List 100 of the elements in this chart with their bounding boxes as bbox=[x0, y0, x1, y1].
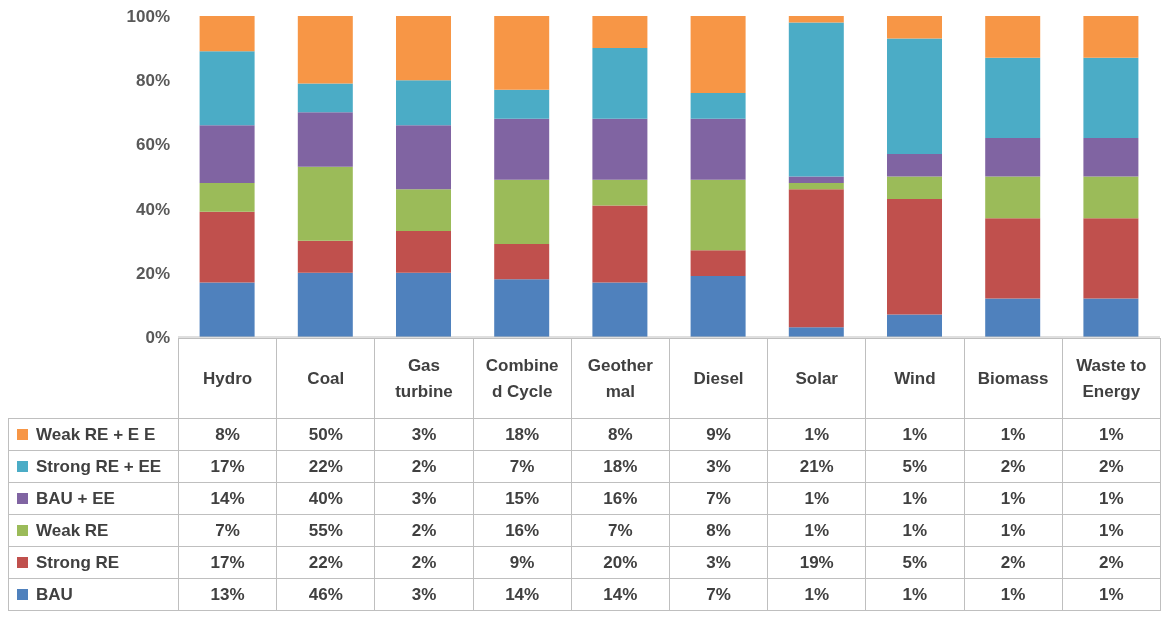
x-tick-label: Solar bbox=[767, 338, 866, 419]
text: 2% bbox=[1062, 546, 1161, 579]
bar bbox=[1083, 298, 1139, 337]
bar bbox=[592, 16, 648, 49]
bar bbox=[690, 118, 746, 180]
bar bbox=[494, 118, 550, 180]
text: 2% bbox=[374, 450, 474, 483]
text: 3% bbox=[669, 450, 768, 483]
text: 1% bbox=[865, 578, 964, 611]
bar bbox=[199, 211, 255, 283]
text: 1% bbox=[1062, 418, 1161, 451]
text: 15% bbox=[473, 482, 572, 515]
text: 14% bbox=[178, 482, 277, 515]
text: 13% bbox=[178, 578, 277, 611]
bar bbox=[985, 16, 1041, 58]
legend-label: BAU + EE bbox=[8, 482, 179, 515]
text: 5% bbox=[865, 450, 964, 483]
text: 17% bbox=[178, 546, 277, 579]
bar bbox=[1083, 57, 1139, 138]
text: 3% bbox=[374, 418, 474, 451]
text: 7% bbox=[669, 578, 768, 611]
x-tick-label: Biomass bbox=[964, 338, 1063, 419]
text: 14% bbox=[571, 578, 670, 611]
bar bbox=[887, 154, 942, 177]
text: 7% bbox=[571, 514, 670, 547]
text: 7% bbox=[473, 450, 572, 483]
text: 2% bbox=[374, 546, 474, 579]
bar bbox=[887, 314, 942, 337]
bar bbox=[985, 176, 1041, 219]
bar bbox=[199, 282, 255, 337]
bar bbox=[592, 282, 648, 337]
y-tick-label: 0% bbox=[145, 328, 170, 348]
bar bbox=[788, 22, 844, 177]
bar bbox=[1083, 16, 1139, 58]
x-tick-label: Geothermal bbox=[571, 338, 670, 419]
bar bbox=[788, 327, 844, 337]
text: 19% bbox=[767, 546, 866, 579]
text: 1% bbox=[865, 482, 964, 515]
y-tick-label: 60% bbox=[135, 135, 170, 155]
text: 1% bbox=[865, 514, 964, 547]
text: 18% bbox=[571, 450, 670, 483]
text: 7% bbox=[669, 482, 768, 515]
bar bbox=[297, 272, 353, 337]
bar bbox=[494, 16, 550, 90]
bar bbox=[788, 189, 844, 328]
text: 7% bbox=[178, 514, 277, 547]
bar bbox=[396, 231, 451, 273]
bar bbox=[592, 179, 648, 206]
bar bbox=[199, 125, 255, 183]
text: 2% bbox=[374, 514, 474, 547]
text: 22% bbox=[276, 450, 375, 483]
text: 14% bbox=[473, 578, 572, 611]
bar bbox=[494, 179, 550, 244]
text: 1% bbox=[964, 418, 1063, 451]
bar bbox=[985, 218, 1041, 299]
x-tick-label: Hydro bbox=[178, 338, 277, 419]
legend-label: Strong RE + EE bbox=[8, 450, 179, 483]
text: 2% bbox=[1062, 450, 1161, 483]
bar bbox=[297, 16, 353, 84]
bar bbox=[1083, 218, 1139, 299]
bar bbox=[690, 179, 746, 251]
bar bbox=[788, 182, 844, 190]
bar bbox=[199, 51, 255, 126]
bar bbox=[985, 298, 1041, 337]
bar bbox=[887, 198, 942, 315]
x-tick-label: Gas turbine bbox=[374, 338, 474, 419]
bar bbox=[887, 38, 942, 155]
text: 3% bbox=[374, 482, 474, 515]
bar bbox=[494, 243, 550, 280]
bar bbox=[297, 83, 353, 113]
text: 1% bbox=[767, 482, 866, 515]
bar bbox=[887, 176, 942, 199]
bar bbox=[985, 137, 1041, 177]
text: 46% bbox=[276, 578, 375, 611]
text: 1% bbox=[767, 514, 866, 547]
x-tick-label: Combined Cycle bbox=[473, 338, 572, 419]
text: 16% bbox=[571, 482, 670, 515]
text: 2% bbox=[964, 546, 1063, 579]
bar bbox=[690, 276, 746, 337]
text: 21% bbox=[767, 450, 866, 483]
text: 9% bbox=[473, 546, 572, 579]
text: 50% bbox=[276, 418, 375, 451]
bar bbox=[396, 16, 451, 81]
text: 16% bbox=[473, 514, 572, 547]
y-tick-label: 40% bbox=[135, 199, 170, 219]
x-tick-label: Wind bbox=[865, 338, 964, 419]
text: 2% bbox=[964, 450, 1063, 483]
text: 1% bbox=[767, 418, 866, 451]
bar bbox=[1083, 176, 1139, 219]
text: 1% bbox=[767, 578, 866, 611]
text: 1% bbox=[964, 514, 1063, 547]
text: 8% bbox=[669, 514, 768, 547]
bar bbox=[396, 125, 451, 190]
legend-label: Weak RE bbox=[8, 514, 179, 547]
bar bbox=[788, 16, 844, 23]
bar bbox=[297, 240, 353, 273]
text: 1% bbox=[964, 482, 1063, 515]
bar bbox=[199, 16, 255, 52]
text: 20% bbox=[571, 546, 670, 579]
text: 1% bbox=[964, 578, 1063, 611]
